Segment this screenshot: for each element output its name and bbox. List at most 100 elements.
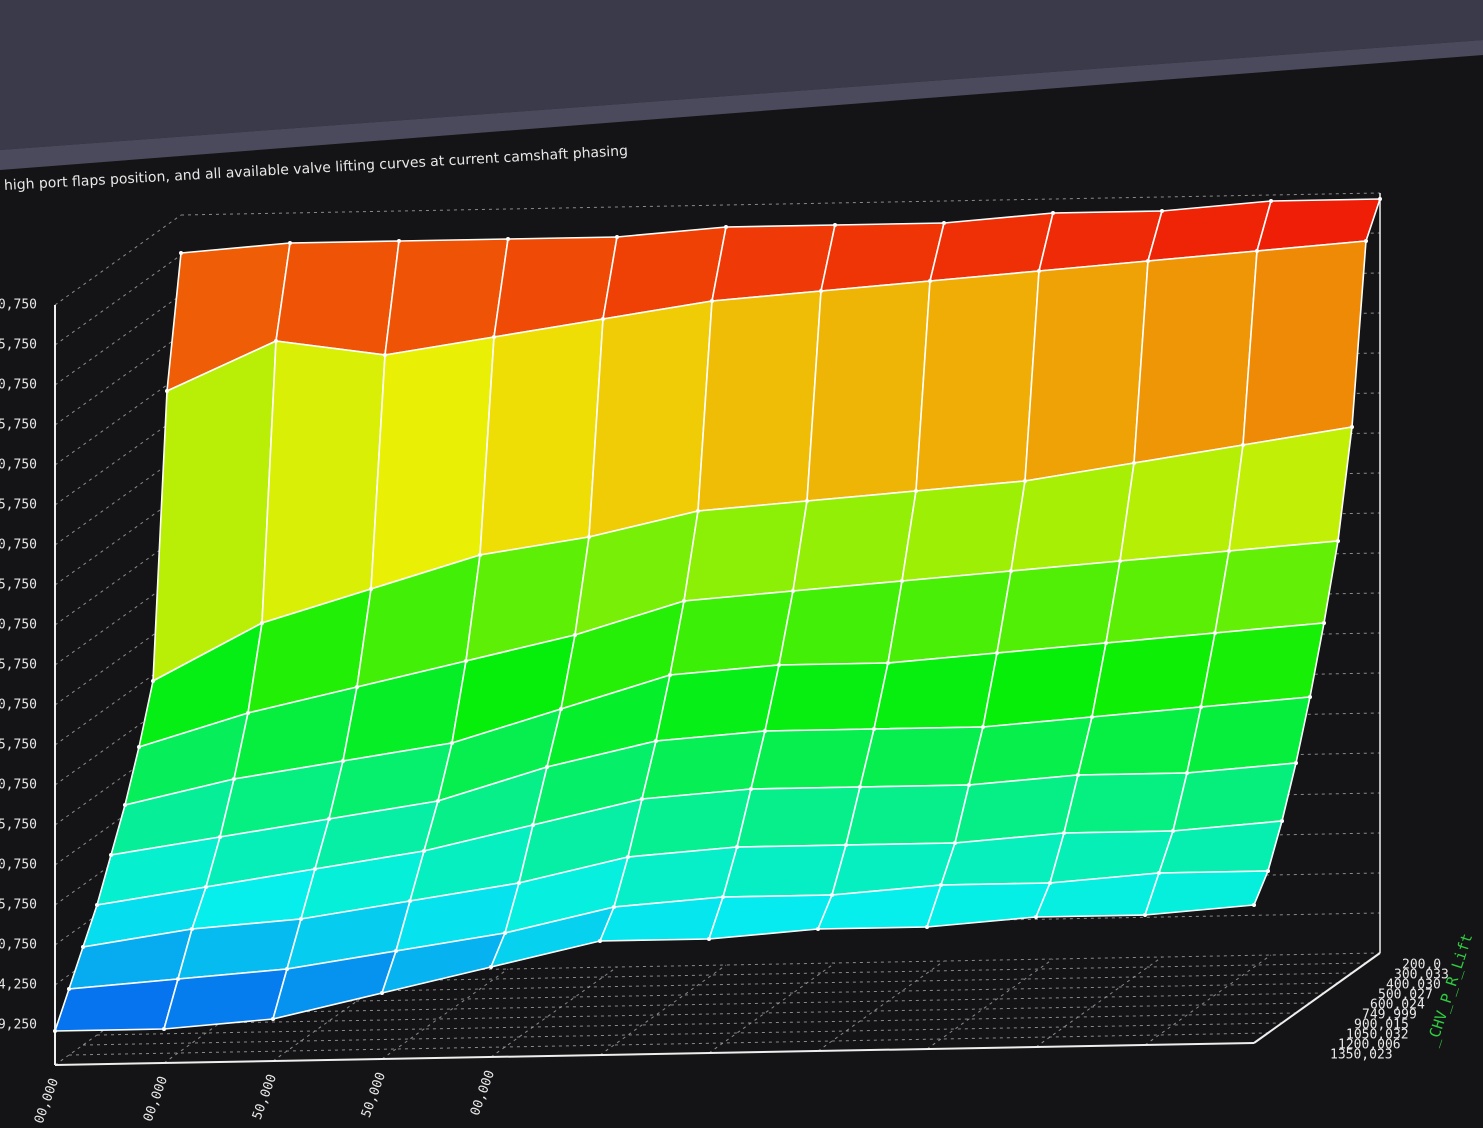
surface-vertex <box>95 903 99 907</box>
surface-vertex <box>1062 831 1066 835</box>
y-tick-label: -9,250 <box>0 1018 37 1033</box>
surface-vertex <box>724 225 728 229</box>
surface-vertex <box>612 905 616 909</box>
y-tick-label: 25,750 <box>0 738 37 753</box>
surface-vertex <box>271 1017 275 1021</box>
surface-vertex <box>928 279 932 283</box>
surface-vertex <box>81 945 85 949</box>
floor-line <box>599 964 727 1056</box>
surface-vertex <box>830 893 834 897</box>
surface-vertex <box>123 803 127 807</box>
surface-cell <box>982 642 1107 728</box>
depth-tick-label: 400,030 <box>1386 978 1441 993</box>
surface-vertex <box>995 651 999 655</box>
surface-vertex <box>967 783 971 787</box>
y-tick-label: 50,750 <box>0 538 37 553</box>
surface-vertex <box>1104 641 1108 645</box>
surface-vertex <box>1090 715 1094 719</box>
x-tick-label: 00,000 <box>141 1074 171 1123</box>
surface-vertex <box>450 741 454 745</box>
y-tick-label: 65,750 <box>0 418 37 433</box>
surface-vertex <box>615 235 619 239</box>
y-tick-label: 35,750 <box>0 658 37 673</box>
y-tick-label: 15,750 <box>0 818 37 833</box>
surface-cell <box>1105 550 1230 644</box>
surface-vertex <box>626 855 630 859</box>
surface-vertex <box>1118 559 1122 563</box>
surface-vertex <box>981 725 985 729</box>
surface-vertex <box>805 499 809 503</box>
surface-cell <box>750 728 875 790</box>
surface-vertex <box>274 339 278 343</box>
surface-vertex <box>1280 819 1284 823</box>
grid-line <box>54 294 182 386</box>
surface-vertex <box>1350 425 1354 429</box>
surface-vertex <box>53 1029 57 1033</box>
surface-vertex <box>397 239 401 243</box>
grid-line <box>54 494 182 586</box>
surface-vertex <box>1143 913 1147 917</box>
grid-line <box>54 734 182 826</box>
surface-cell <box>479 318 604 556</box>
surface-vertex <box>1048 881 1052 885</box>
grid-line <box>54 774 182 866</box>
surface-vertex <box>422 849 426 853</box>
y-tick-label: 55,750 <box>0 498 37 513</box>
surface-cell <box>778 580 903 666</box>
surface-vertex <box>380 991 384 995</box>
surface-cell <box>736 786 861 848</box>
floor-line <box>82 1022 1283 1046</box>
surface-vertex <box>137 745 141 749</box>
surface-vertex <box>696 509 700 513</box>
floor-line <box>817 960 945 1052</box>
surface-vertex <box>914 489 918 493</box>
x-tick-label: 50,000 <box>359 1070 389 1119</box>
surface-vertex <box>1132 461 1136 465</box>
surface-cell <box>996 560 1121 654</box>
grid-line <box>54 414 182 506</box>
surface-vertex <box>721 895 725 899</box>
grid-line <box>54 534 182 626</box>
surface-vertex <box>791 589 795 593</box>
surface-cell <box>1133 250 1258 464</box>
surface-vertex <box>109 853 113 857</box>
surface-vertex <box>355 685 359 689</box>
depth-tick-label: 1200,006 <box>1338 1038 1401 1053</box>
surface-vertex <box>707 937 711 941</box>
surface-vertex <box>668 673 672 677</box>
surface-vertex <box>1023 479 1027 483</box>
grid-line <box>54 334 182 426</box>
surface-vertex <box>1009 569 1013 573</box>
surface-vertex <box>735 845 739 849</box>
surface-cell <box>370 336 495 590</box>
y-tick-label: 0,750 <box>0 938 37 953</box>
surface-vertex <box>1185 771 1189 775</box>
y-tick-label: 5,750 <box>0 898 37 913</box>
surface-vertex <box>654 739 658 743</box>
surface-vertex <box>176 977 180 981</box>
surface-vertex <box>1308 695 1312 699</box>
grid-line <box>54 694 182 786</box>
surface-cell <box>1144 870 1269 916</box>
surface-vertex <box>886 661 890 665</box>
floor-line <box>926 958 1054 1050</box>
surface-vertex <box>872 727 876 731</box>
surface-cell <box>926 882 1051 928</box>
surface-vertex <box>464 659 468 663</box>
axis <box>1253 952 1381 1044</box>
floor-line <box>1035 956 1163 1048</box>
surface-vertex <box>517 881 521 885</box>
surface-cell <box>163 968 288 1030</box>
surface-vertex <box>1051 211 1055 215</box>
surface-vertex <box>1378 197 1382 201</box>
surface-vertex <box>1146 259 1150 263</box>
surface-vertex <box>531 823 535 827</box>
surface-cell <box>655 664 780 742</box>
surface-cell <box>722 844 847 898</box>
surface-vertex <box>478 553 482 557</box>
surface-vertex <box>844 843 848 847</box>
grid-line <box>54 614 182 706</box>
title-bar <box>0 40 1483 170</box>
surface-cell <box>764 662 889 732</box>
